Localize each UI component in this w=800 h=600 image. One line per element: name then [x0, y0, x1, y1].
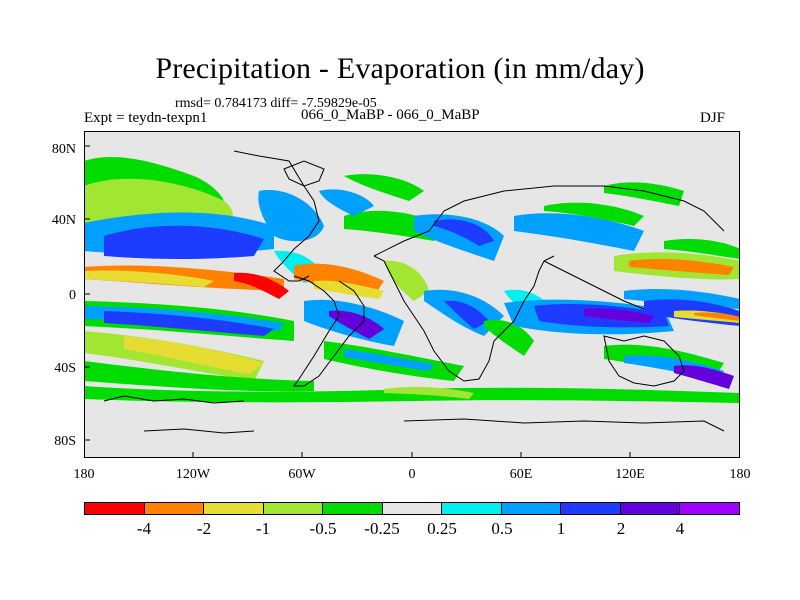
coast-greenland [283, 160, 325, 187]
coast-s-asia [543, 260, 645, 310]
colorbar-swatch [323, 503, 383, 514]
n-atlantic-green2 [344, 174, 424, 201]
colorbar-swatch [501, 503, 562, 514]
asia-green [544, 202, 644, 226]
colorbar-label: 2 [616, 519, 626, 538]
lat-label-0: 0 [69, 288, 76, 303]
warmpool-purple [584, 308, 654, 323]
se-pac-orange [694, 312, 740, 321]
eq-red-patch [234, 272, 289, 299]
colorbar-swatch [85, 503, 145, 514]
npac-dark-blue-band [104, 225, 264, 260]
colorbar-label: -0.25 [364, 519, 400, 538]
s-africa-green [484, 319, 534, 356]
coast-antarctica-s [143, 428, 255, 434]
colorbar-label: -4 [136, 519, 152, 538]
colorbar-swatch [204, 503, 264, 514]
colorbar-label: 4 [675, 519, 685, 538]
colorbar-swatch [680, 503, 740, 514]
lon-label-60e: 60E [509, 467, 533, 482]
pme-map [84, 131, 740, 458]
s-midlat-green [84, 361, 314, 392]
season-label: DJF [700, 110, 726, 126]
colorbar-label: -1 [255, 519, 271, 538]
colorbar-swatch [561, 503, 621, 514]
coast-antarctica-e [403, 418, 725, 432]
lon-label-120e: 120E [615, 467, 645, 482]
asia-blue [514, 213, 644, 251]
southern-ocean-lime [384, 386, 474, 399]
spcz-purple [674, 365, 734, 389]
colorbar-label: 1 [556, 519, 566, 538]
coast-n-america [233, 150, 320, 282]
n-america-blue [258, 190, 324, 242]
coast-eurasia [373, 185, 725, 257]
atl-lime [384, 260, 429, 301]
period-label: 066_0_MaBP - 066_0_MaBP [301, 107, 480, 123]
colorbar-label: -0.5 [309, 519, 337, 538]
colorbar-label: -2 [196, 519, 212, 538]
n-atlantic-blue [319, 189, 374, 216]
southern-ocean-green [84, 386, 740, 403]
s-atlantic-blue [344, 349, 434, 371]
atl-eq-yellow [314, 280, 384, 299]
lat-label-40n: 40N [51, 213, 76, 228]
colorbar-label: 0.25 [427, 519, 457, 538]
coastlines [103, 150, 725, 434]
experiment-label: Expt = teydn-texpn1 [84, 110, 208, 126]
rmsd-subtitle: rmsd= 0.784173 diff= -7.59829e-05 [175, 96, 377, 111]
nw-pac-green [664, 238, 740, 259]
coast-antarctica-w [103, 395, 245, 404]
lon-label-0: 0 [408, 467, 416, 482]
colorbar-swatch [263, 503, 324, 514]
axis-ticks [84, 145, 631, 458]
eq-yellow-band [84, 270, 214, 287]
colorbar-swatch [144, 503, 205, 514]
colorbar-swatch [382, 503, 443, 514]
lon-label-180w: 180 [73, 467, 95, 482]
nw-pac-orange [629, 258, 734, 275]
lon-label-180e: 180 [729, 467, 751, 482]
spac-yellow [124, 336, 264, 374]
lat-label-80s: 80S [54, 434, 76, 449]
sitcz-dark-blue [104, 311, 274, 336]
lon-label-60w: 60W [288, 467, 316, 482]
s-america-purple [329, 310, 384, 339]
lat-label-40s: 40S [54, 361, 76, 376]
colorbar-swatch [620, 503, 681, 514]
colorbar-label: 0.5 [491, 519, 513, 538]
coast-s-america [293, 275, 365, 387]
europe-dark-blue [434, 219, 494, 246]
lon-label-120w: 120W [175, 467, 211, 482]
chart-title: Precipitation - Evaporation (in mm/day) [155, 52, 645, 85]
coast-africa [373, 255, 555, 382]
lat-label-80n: 80N [51, 142, 76, 157]
colorbar [84, 502, 740, 515]
coast-australia [603, 335, 685, 387]
africa-dark-blue [444, 300, 489, 329]
colorbar-swatch [442, 503, 502, 514]
